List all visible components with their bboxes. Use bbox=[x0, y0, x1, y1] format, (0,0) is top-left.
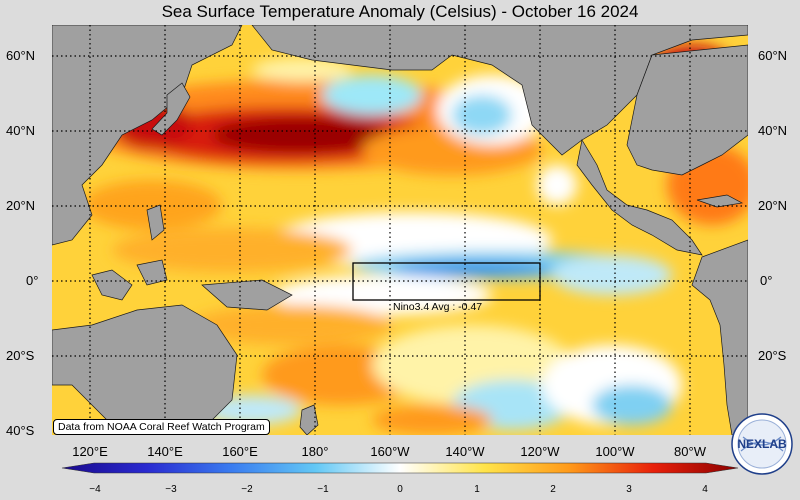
lon-label-140e: 140°E bbox=[147, 444, 183, 459]
colorbar-tick--3: −3 bbox=[165, 484, 177, 495]
colorbar bbox=[61, 462, 739, 474]
lat-label-40s-left: 40°S bbox=[6, 423, 35, 438]
colorbar-gradient bbox=[61, 462, 739, 474]
data-credit-label: Data from NOAA Coral Reef Watch Program bbox=[53, 419, 270, 435]
lat-label-20s-right: 20°S bbox=[758, 348, 787, 363]
lon-label-120e: 120°E bbox=[72, 444, 108, 459]
mexico-landmass bbox=[576, 139, 703, 256]
nexlab-logo-text: NEXLAB bbox=[737, 437, 787, 451]
nino34-avg-label: Nino3.4 Avg : -0.47 bbox=[393, 301, 483, 313]
indonesia-landmass bbox=[91, 259, 168, 301]
colorbar-tick--1: −1 bbox=[317, 484, 329, 495]
south-america-landmass bbox=[691, 239, 748, 435]
colorbar-tick--2: −2 bbox=[241, 484, 253, 495]
lat-label-60n-left: 60°N bbox=[6, 48, 36, 63]
nexlab-logo: NEXLAB bbox=[731, 413, 793, 475]
lon-label-80w: 80°W bbox=[674, 444, 706, 459]
lon-label-160e: 160°E bbox=[222, 444, 258, 459]
colorbar-tick-1: 1 bbox=[474, 484, 480, 495]
lon-label-100w: 100°W bbox=[595, 444, 635, 459]
land-masses bbox=[52, 25, 748, 435]
cuba-landmass bbox=[696, 194, 744, 208]
lat-label-60n-right: 60°N bbox=[758, 48, 788, 63]
new-guinea-landmass bbox=[201, 279, 293, 311]
map-svg bbox=[52, 25, 748, 435]
new-zealand-landmass bbox=[299, 404, 319, 435]
asia-landmass bbox=[52, 25, 243, 246]
colorbar-tick--4: −4 bbox=[89, 484, 101, 495]
lat-label-0-right: 0° bbox=[760, 273, 773, 288]
colorbar-tick-4: 4 bbox=[702, 484, 708, 495]
map-title: Sea Surface Temperature Anomaly (Celsius… bbox=[161, 2, 639, 21]
colorbar-tick-3: 3 bbox=[626, 484, 632, 495]
lat-label-0-left: 0° bbox=[26, 273, 39, 288]
usa-landmass bbox=[626, 44, 748, 176]
lat-label-20n-left: 20°N bbox=[6, 198, 36, 213]
lat-label-40n-right: 40°N bbox=[758, 123, 788, 138]
philippines-landmass bbox=[146, 204, 165, 241]
lon-label-160w: 160°W bbox=[370, 444, 410, 459]
lon-label-180: 180° bbox=[301, 444, 329, 459]
lon-label-120w: 120°W bbox=[520, 444, 560, 459]
lon-label-140w: 140°W bbox=[445, 444, 485, 459]
sst-anomaly-map bbox=[52, 25, 748, 435]
nino34-box bbox=[352, 262, 541, 301]
north-america-landmass bbox=[251, 25, 748, 156]
lat-label-40n-left: 40°N bbox=[6, 123, 36, 138]
colorbar-tick-2: 2 bbox=[550, 484, 556, 495]
lat-label-20n-right: 20°N bbox=[758, 198, 788, 213]
graticule bbox=[52, 25, 748, 435]
colorbar-tick-0: 0 bbox=[397, 484, 403, 495]
lat-label-20s-left: 20°S bbox=[6, 348, 35, 363]
